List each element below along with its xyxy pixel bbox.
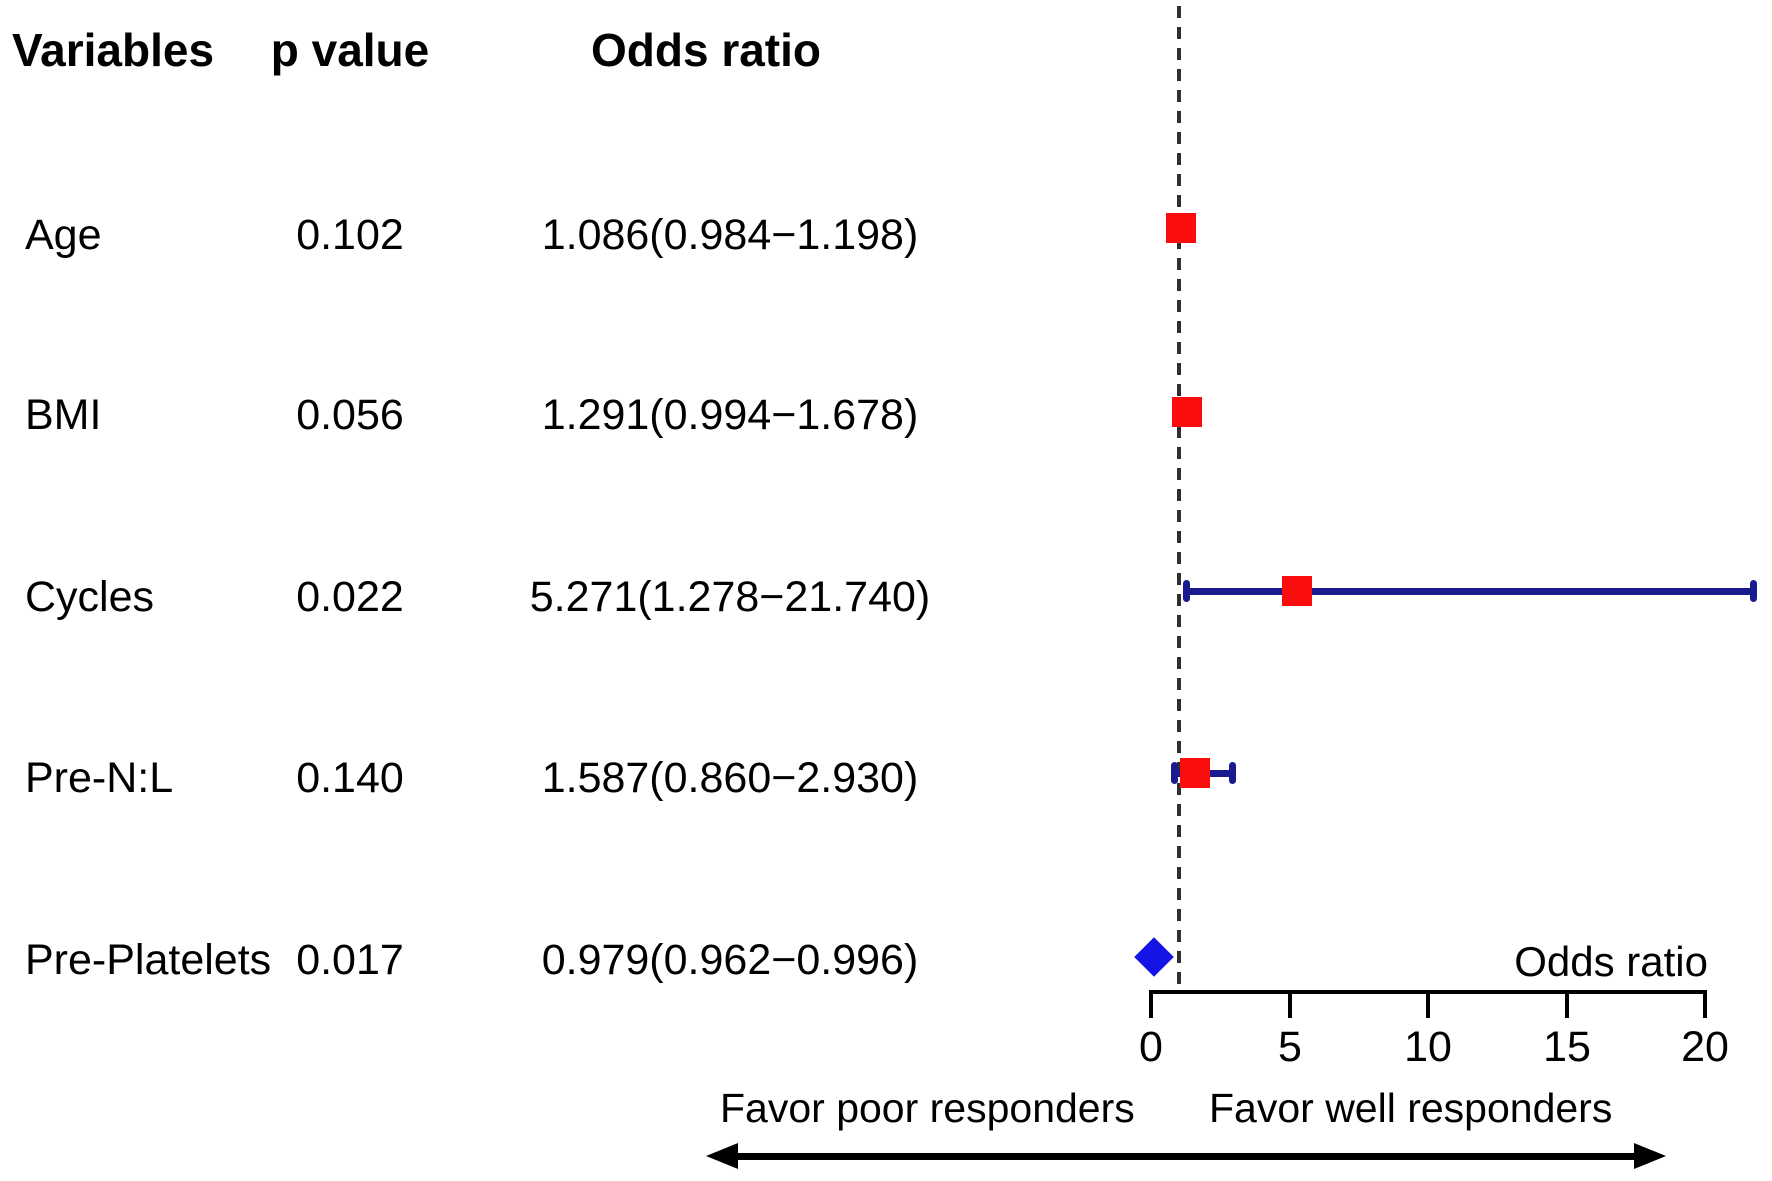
column-header-variables: Variables <box>12 24 215 76</box>
x-axis-tick <box>1149 990 1153 1018</box>
column-header-odds-ratio: Odds ratio <box>590 24 822 76</box>
direction-arrow-line <box>735 1153 1635 1160</box>
row-p-value: 0.017 <box>296 936 404 984</box>
row-p-value: 0.102 <box>296 211 404 259</box>
x-axis-tick-label: 5 <box>1278 1023 1302 1071</box>
table-row: Pre-N:L 0.140 1.587(0.860−2.930) <box>0 747 1050 809</box>
or-marker-square <box>1282 576 1312 606</box>
ci-whisker-cap <box>1182 580 1190 602</box>
row-p-value: 0.140 <box>296 754 404 802</box>
x-axis-tick-label: 20 <box>1681 1023 1729 1071</box>
x-axis-tick-label: 10 <box>1404 1023 1452 1071</box>
or-marker-square <box>1166 213 1197 243</box>
or-marker-diamond <box>1133 937 1174 977</box>
column-header-p-value: p value <box>270 24 430 76</box>
or-marker-square <box>1171 397 1202 427</box>
row-variable-label: Cycles <box>25 573 155 621</box>
x-axis-tick <box>1703 990 1707 1018</box>
x-axis-tick-label: 15 <box>1543 1023 1591 1071</box>
table-row: Age 0.102 1.086(0.984−1.198) <box>0 204 1050 266</box>
ci-whisker-cap <box>1228 762 1236 784</box>
table-row: BMI 0.056 1.291(0.994−1.678) <box>0 384 1050 446</box>
row-odds-ratio-ci: 0.979(0.962−0.996) <box>541 936 919 984</box>
x-axis-tick <box>1288 990 1292 1018</box>
row-p-value: 0.056 <box>296 391 404 439</box>
x-axis-tick <box>1426 990 1430 1018</box>
favor-poor-responders-label: Favor poor responders <box>720 1085 1135 1131</box>
table-row: Pre-Platelets 0.017 0.979(0.962−0.996) <box>0 929 1050 991</box>
row-odds-ratio-ci: 5.271(1.278−21.740) <box>529 573 931 621</box>
arrow-left-head-icon <box>706 1143 738 1169</box>
row-odds-ratio-ci: 1.086(0.984−1.198) <box>541 211 919 259</box>
x-axis-tick <box>1565 990 1569 1018</box>
x-axis-tick-label: 0 <box>1139 1023 1163 1071</box>
row-variable-label: Pre-Platelets <box>25 936 272 984</box>
x-axis-title: Odds ratio <box>1514 938 1708 985</box>
arrow-right-head-icon <box>1634 1143 1666 1169</box>
favor-well-responders-label: Favor well responders <box>1209 1085 1613 1131</box>
ci-whisker <box>1186 587 1754 595</box>
row-variable-label: Age <box>25 211 102 259</box>
ci-whisker-cap <box>1749 580 1757 602</box>
or-marker-square <box>1179 758 1210 788</box>
table-row: Cycles 0.022 5.271(1.278−21.740) <box>0 566 1050 628</box>
row-variable-label: Pre-N:L <box>25 754 174 802</box>
reference-line-or-1 <box>1176 6 1181 992</box>
row-variable-label: BMI <box>25 391 102 439</box>
row-odds-ratio-ci: 1.291(0.994−1.678) <box>541 391 919 439</box>
ci-whisker-cap <box>1171 762 1179 784</box>
row-odds-ratio-ci: 1.587(0.860−2.930) <box>541 754 919 802</box>
row-p-value: 0.022 <box>296 573 404 621</box>
